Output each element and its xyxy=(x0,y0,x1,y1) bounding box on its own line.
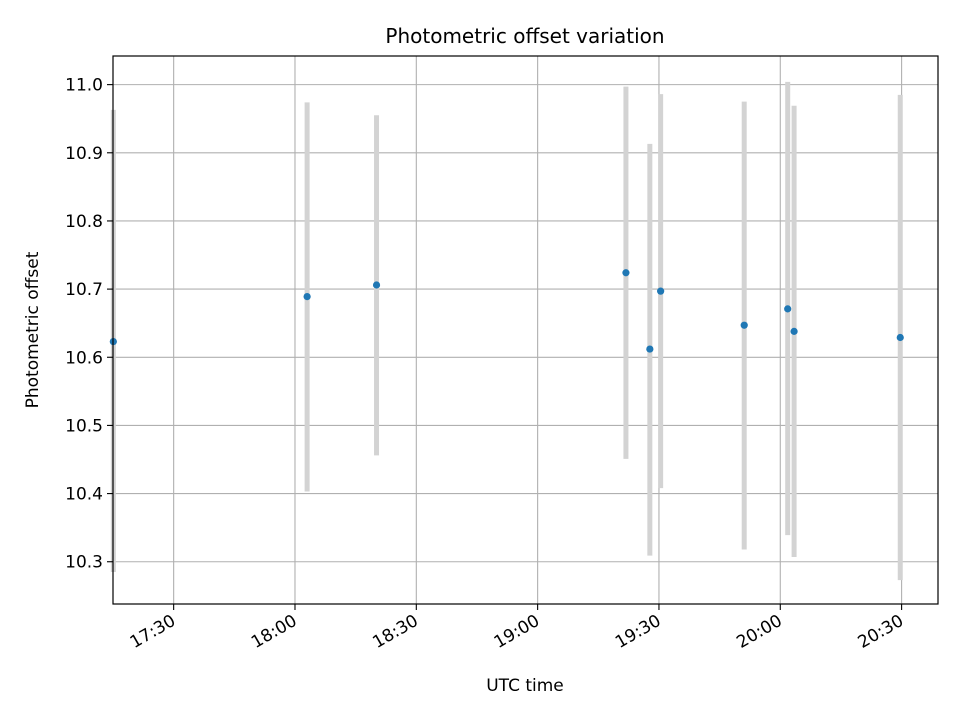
x-axis-label: UTC time xyxy=(486,676,564,696)
y-tick-label: 10.3 xyxy=(65,553,103,573)
data-point xyxy=(657,287,665,295)
data-point xyxy=(790,327,798,335)
chart-title: Photometric offset variation xyxy=(385,24,664,48)
y-tick-label: 10.6 xyxy=(65,348,103,368)
data-point xyxy=(303,293,311,301)
y-tick-label: 10.8 xyxy=(65,212,103,232)
data-point xyxy=(784,305,792,313)
data-point xyxy=(622,269,630,277)
data-point-layer xyxy=(109,269,904,353)
y-tick-label: 10.5 xyxy=(65,416,103,436)
data-point xyxy=(646,345,654,353)
data-point xyxy=(740,321,748,329)
y-tick-layer: 10.3 10.4 10.5 10.6 10.7 10.8 10.9 11.0 xyxy=(65,76,113,573)
y-tick-label: 11.0 xyxy=(65,76,103,96)
y-axis-label: Photometric offset xyxy=(23,251,43,408)
y-tick-label: 10.7 xyxy=(65,280,103,300)
data-point xyxy=(372,281,381,289)
y-tick-label: 10.4 xyxy=(65,485,103,505)
data-point xyxy=(896,333,904,342)
plot-frame xyxy=(112,55,939,605)
y-tick-label: 10.9 xyxy=(65,144,103,164)
